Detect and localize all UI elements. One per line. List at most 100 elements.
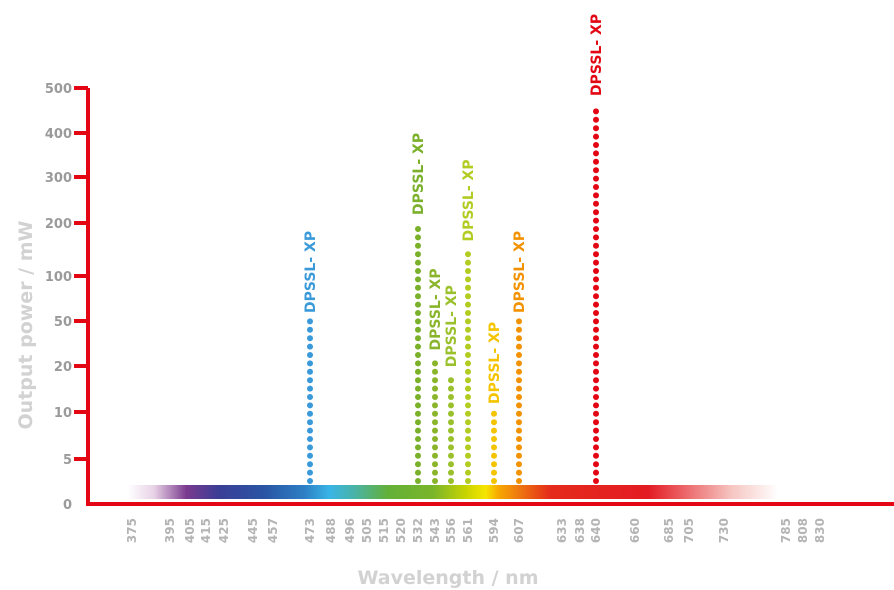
series-label: DPSSL- XP <box>444 285 460 367</box>
data-point <box>307 419 313 426</box>
data-point <box>307 469 313 476</box>
data-point <box>432 478 438 484</box>
data-point <box>448 419 454 426</box>
data-point <box>516 402 522 409</box>
y-tick-label: 0 <box>63 498 72 513</box>
data-point <box>415 394 421 400</box>
data-point <box>593 293 599 300</box>
data-point <box>415 419 421 426</box>
data-point <box>415 377 421 384</box>
data-point <box>415 452 421 459</box>
data-point <box>593 125 599 132</box>
data-point <box>593 251 599 258</box>
data-point <box>593 301 599 308</box>
data-point <box>516 326 522 333</box>
data-point <box>307 452 313 459</box>
data-point <box>516 452 522 459</box>
data-point <box>432 394 438 400</box>
data-point <box>593 167 599 174</box>
data-point <box>465 251 471 258</box>
data-point <box>593 394 599 400</box>
data-point <box>415 268 421 274</box>
data-point <box>593 436 599 442</box>
data-point <box>307 352 313 358</box>
data-point <box>491 410 497 417</box>
data-point <box>415 276 421 283</box>
data-point <box>465 452 471 459</box>
x-tick-label: 633 <box>555 518 569 543</box>
x-tick-label: 457 <box>266 518 280 543</box>
data-point <box>415 318 421 325</box>
data-point <box>465 444 471 451</box>
data-point <box>593 116 599 123</box>
data-point <box>593 385 599 392</box>
data-point <box>593 150 599 157</box>
data-point <box>415 478 421 484</box>
y-tick-label: 400 <box>45 127 72 142</box>
data-point <box>593 318 599 325</box>
data-point <box>491 478 497 484</box>
data-point <box>516 461 522 468</box>
data-point <box>415 343 421 350</box>
data-point <box>465 268 471 274</box>
data-point <box>516 410 522 417</box>
data-point <box>415 461 421 468</box>
series-561: DPSSL- XP <box>461 159 477 484</box>
data-point <box>432 427 438 434</box>
data-point <box>432 377 438 384</box>
data-point <box>415 444 421 451</box>
data-point <box>432 402 438 409</box>
data-point <box>491 444 497 451</box>
y-tick-label: 500 <box>45 82 72 97</box>
data-point <box>593 343 599 350</box>
data-point <box>593 242 599 249</box>
data-point <box>307 377 313 384</box>
x-tick-label: 505 <box>360 518 374 543</box>
spectrum-band <box>128 485 778 499</box>
x-tick-label: 561 <box>461 518 475 543</box>
data-point <box>415 469 421 476</box>
data-point <box>516 360 522 367</box>
data-point <box>593 377 599 384</box>
data-point <box>448 377 454 384</box>
data-point <box>516 427 522 434</box>
data-point <box>432 461 438 468</box>
data-point <box>465 478 471 484</box>
data-point <box>465 352 471 358</box>
x-tick-label: 532 <box>411 518 425 543</box>
data-point <box>593 142 599 148</box>
data-point <box>516 478 522 484</box>
data-point <box>415 259 421 266</box>
data-point <box>593 461 599 468</box>
series-label: DPSSL- XP <box>428 268 444 350</box>
data-point <box>448 478 454 484</box>
data-point <box>307 318 313 325</box>
data-point <box>593 226 599 232</box>
x-tick-label: 594 <box>487 518 501 543</box>
data-point <box>491 427 497 434</box>
data-point <box>307 410 313 417</box>
data-point <box>516 394 522 400</box>
data-point <box>491 461 497 468</box>
y-tick-label: 50 <box>54 315 72 330</box>
data-point <box>465 410 471 417</box>
data-point <box>516 444 522 451</box>
series-607: DPSSL- XP <box>512 231 528 484</box>
data-point <box>448 444 454 451</box>
data-point <box>465 343 471 350</box>
data-point <box>415 352 421 358</box>
data-point <box>516 419 522 426</box>
data-point <box>448 385 454 392</box>
data-point <box>415 234 421 241</box>
data-point <box>448 410 454 417</box>
y-axis-ticks: 0 5 10 20 50 100 200 300 400 500 <box>45 82 88 513</box>
data-point <box>307 360 313 367</box>
data-point <box>432 419 438 426</box>
data-point <box>448 427 454 434</box>
series-594: DPSSL- XP <box>487 322 503 484</box>
data-point <box>448 461 454 468</box>
data-point <box>593 469 599 476</box>
data-point <box>465 276 471 283</box>
x-tick-label: 488 <box>324 518 338 543</box>
data-point <box>516 377 522 384</box>
